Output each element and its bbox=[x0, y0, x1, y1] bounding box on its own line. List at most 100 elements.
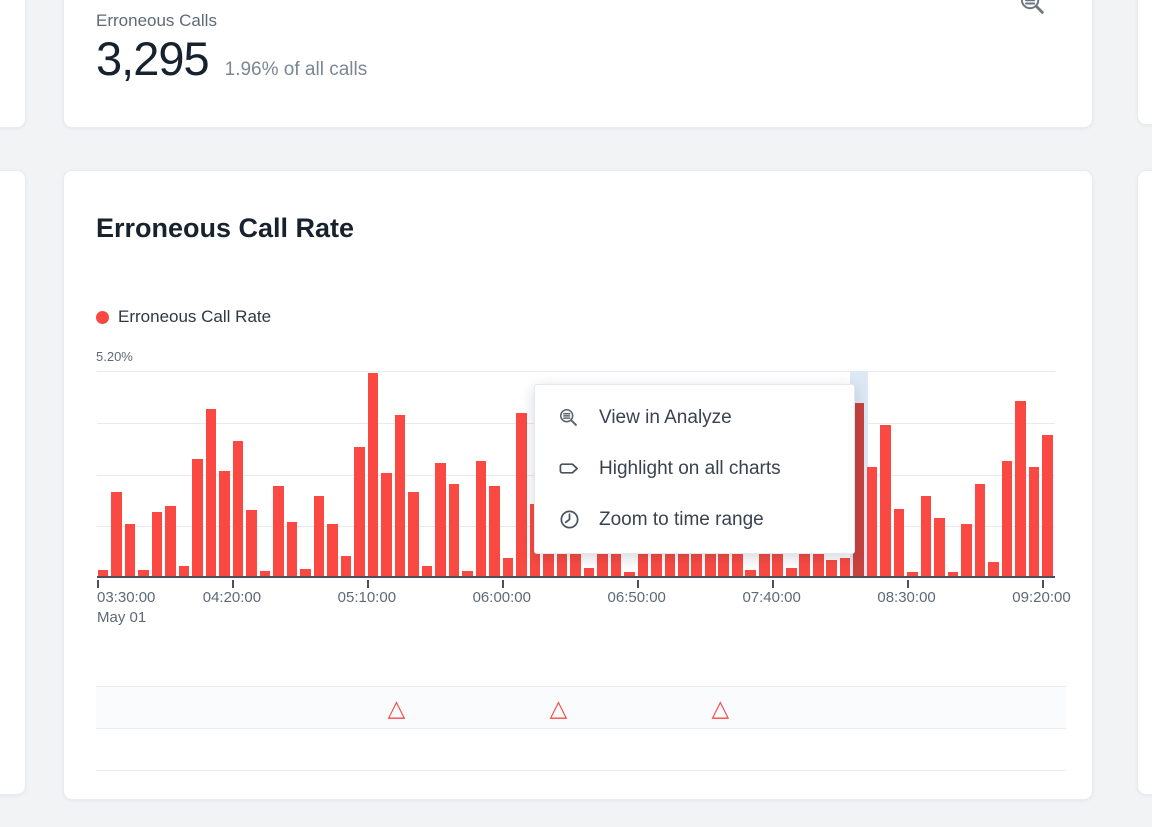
stat-card-title: Erroneous Calls bbox=[96, 11, 217, 30]
bar[interactable] bbox=[502, 558, 514, 576]
bar[interactable] bbox=[462, 571, 473, 576]
bar[interactable] bbox=[313, 496, 325, 576]
bar[interactable] bbox=[259, 571, 271, 576]
partial-card-bottom-left bbox=[0, 170, 26, 795]
bar[interactable] bbox=[1042, 434, 1053, 576]
axis-tick bbox=[636, 580, 639, 588]
bar[interactable] bbox=[151, 512, 163, 576]
menu-item-zoom-to-time-range[interactable]: Zoom to time range bbox=[535, 502, 854, 537]
bar[interactable] bbox=[300, 568, 311, 576]
bar[interactable] bbox=[745, 570, 757, 576]
chart-context-menu: View in Analyze Highlight on all charts … bbox=[534, 384, 855, 554]
bar[interactable] bbox=[165, 506, 176, 576]
axis-tick bbox=[366, 580, 369, 588]
y-axis-max-label: 5.20% bbox=[96, 349, 133, 364]
x-axis: 03:30:00 May 01 04:20:00 05:10:00 06:00:00 06… bbox=[97, 371, 1071, 626]
bar[interactable] bbox=[178, 566, 190, 576]
stat-subtitle: 1.96% of all calls bbox=[224, 59, 368, 80]
bar[interactable] bbox=[354, 446, 365, 576]
anomaly-marker-icon[interactable]: △ bbox=[711, 695, 730, 721]
bar[interactable] bbox=[516, 412, 527, 576]
anomaly-marker-icon[interactable]: △ bbox=[549, 695, 568, 721]
chart-card-erroneous-call-rate: Erroneous Call Rate Erroneous Call Rate … bbox=[63, 170, 1093, 800]
axis-tick-label: 06:50:00 bbox=[607, 589, 666, 606]
bar[interactable] bbox=[205, 408, 217, 576]
bar[interactable] bbox=[988, 562, 999, 576]
bar[interactable] bbox=[97, 570, 109, 576]
anomaly-marker-band: △ △ △ bbox=[96, 686, 1066, 729]
axis-tick-label: 06:00:00 bbox=[472, 589, 531, 606]
axis-tick-label: 08:30:00 bbox=[877, 589, 936, 606]
bar[interactable] bbox=[448, 484, 460, 576]
bar[interactable] bbox=[273, 486, 284, 576]
gridline bbox=[97, 371, 1055, 372]
chart-title: Erroneous Call Rate bbox=[96, 213, 355, 243]
bar[interactable] bbox=[435, 462, 446, 576]
menu-item-label: Highlight on all charts bbox=[599, 457, 781, 479]
bar[interactable] bbox=[920, 496, 932, 576]
axis-tick bbox=[501, 580, 504, 588]
bar[interactable] bbox=[826, 560, 837, 576]
axis-tick-label: 03:30:00 bbox=[97, 589, 156, 606]
bar[interactable] bbox=[394, 414, 406, 576]
stat-value-row: 3,295 1.96% of all calls bbox=[96, 31, 367, 86]
bar[interactable] bbox=[138, 570, 149, 576]
axis-tick-label: 07:40:00 bbox=[742, 589, 801, 606]
bar[interactable] bbox=[246, 510, 257, 576]
axis-tick bbox=[231, 580, 234, 588]
bar[interactable] bbox=[219, 470, 230, 576]
analyze-magnifier-icon bbox=[557, 407, 581, 429]
axis-date-label: May 01 bbox=[97, 609, 147, 626]
bar[interactable] bbox=[1015, 400, 1026, 576]
axis-tick bbox=[771, 580, 774, 588]
bar[interactable] bbox=[961, 524, 972, 576]
bar[interactable] bbox=[907, 572, 918, 576]
bar[interactable] bbox=[583, 568, 595, 576]
axis-tick bbox=[906, 580, 909, 588]
bar[interactable] bbox=[340, 556, 352, 576]
axis-tick-label: 09:20:00 bbox=[1012, 589, 1071, 606]
analyze-magnifier-icon[interactable] bbox=[1019, 0, 1047, 22]
bar[interactable] bbox=[893, 509, 905, 576]
bar[interactable] bbox=[192, 458, 203, 576]
bar[interactable] bbox=[381, 472, 392, 576]
bar[interactable] bbox=[839, 558, 851, 576]
axis-tick-label: 05:10:00 bbox=[337, 589, 397, 606]
bar[interactable] bbox=[880, 424, 891, 576]
bar[interactable] bbox=[286, 522, 298, 576]
bar[interactable] bbox=[853, 402, 864, 576]
bar[interactable] bbox=[489, 486, 500, 576]
bar[interactable] bbox=[421, 566, 433, 576]
partial-card-top-left bbox=[0, 0, 26, 128]
bar[interactable] bbox=[624, 572, 635, 576]
menu-item-highlight-on-all-charts[interactable]: Highlight on all charts bbox=[535, 451, 854, 486]
partial-card-bottom-right bbox=[1137, 170, 1152, 795]
axis-tick bbox=[1041, 580, 1044, 588]
bar[interactable] bbox=[785, 568, 797, 576]
bar[interactable] bbox=[947, 572, 959, 576]
bar[interactable] bbox=[327, 524, 338, 576]
card-divider-line bbox=[96, 770, 1066, 771]
bar[interactable] bbox=[974, 484, 986, 576]
axis-tick bbox=[97, 580, 99, 588]
bar[interactable] bbox=[1001, 460, 1013, 576]
axis-tick-label: 04:20:00 bbox=[202, 589, 262, 606]
bar[interactable] bbox=[408, 492, 419, 576]
clock-icon bbox=[557, 508, 581, 531]
legend-dot-icon bbox=[96, 310, 109, 324]
bar[interactable] bbox=[866, 466, 878, 576]
chart-legend[interactable]: Erroneous Call Rate bbox=[96, 307, 271, 327]
bar[interactable] bbox=[934, 518, 945, 576]
bar[interactable] bbox=[475, 460, 487, 576]
bar[interactable] bbox=[124, 524, 136, 576]
bar[interactable] bbox=[367, 372, 379, 576]
anomaly-marker-icon[interactable]: △ bbox=[387, 695, 406, 721]
menu-item-view-in-analyze[interactable]: View in Analyze bbox=[535, 401, 854, 435]
bar[interactable] bbox=[232, 440, 244, 576]
legend-label: Erroneous Call Rate bbox=[118, 307, 272, 326]
bar[interactable] bbox=[1028, 466, 1040, 576]
tag-icon bbox=[557, 457, 581, 480]
stat-value: 3,295 bbox=[96, 32, 210, 85]
bar[interactable] bbox=[111, 492, 122, 576]
partial-card-top-right bbox=[1137, 0, 1152, 125]
